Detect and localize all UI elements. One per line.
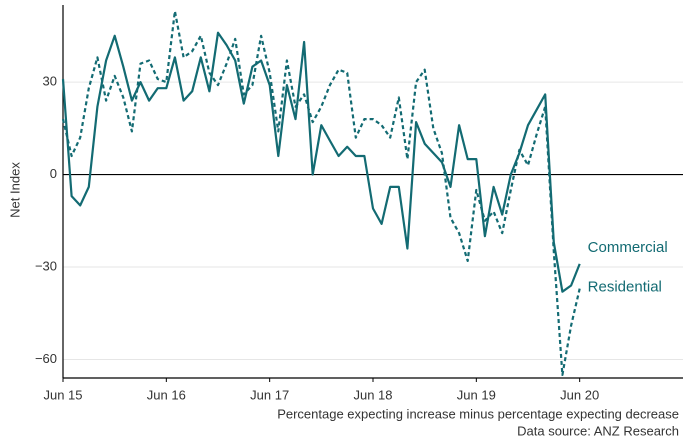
y-tick-label: 30 (43, 74, 57, 89)
y-tick-label: −30 (35, 258, 57, 273)
x-tick-label: Jun 20 (560, 387, 599, 402)
caption: Percentage expecting increase minus perc… (277, 406, 679, 421)
x-tick-label: Jun 19 (457, 387, 496, 402)
series-line (61, 10, 581, 376)
legend-label: Commercial (588, 239, 668, 256)
caption: Data source: ANZ Research (517, 423, 679, 438)
series-line (61, 31, 581, 293)
x-tick-label: Jun 18 (353, 387, 392, 402)
y-axis-label: Net Index (7, 162, 22, 218)
x-tick-label: Jun 17 (250, 387, 289, 402)
x-tick-label: Jun 15 (43, 387, 82, 402)
y-tick-label: 0 (50, 166, 57, 181)
y-tick-label: −60 (35, 351, 57, 366)
x-tick-label: Jun 16 (147, 387, 186, 402)
legend-label: Residential (588, 279, 662, 296)
